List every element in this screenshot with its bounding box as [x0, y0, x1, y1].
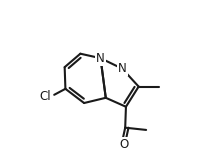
Text: Cl: Cl	[40, 90, 51, 103]
Text: N: N	[118, 62, 127, 75]
Text: N: N	[96, 52, 105, 65]
Text: O: O	[119, 138, 128, 151]
